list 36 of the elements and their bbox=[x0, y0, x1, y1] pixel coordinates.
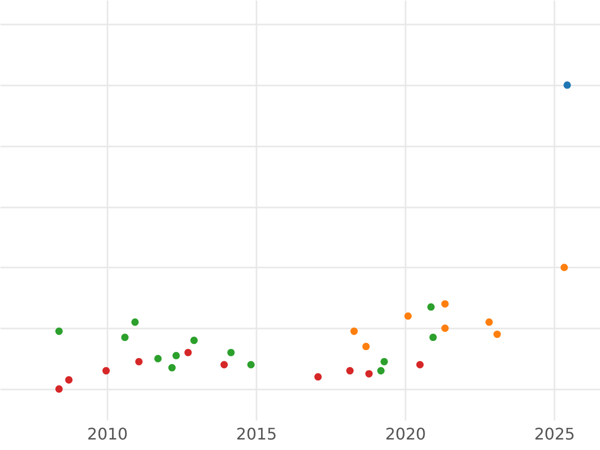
point bbox=[564, 81, 571, 89]
point bbox=[168, 364, 176, 372]
point bbox=[350, 328, 358, 335]
point bbox=[441, 300, 449, 308]
point bbox=[429, 334, 437, 342]
point bbox=[172, 352, 180, 360]
x-tick-label: 2015 bbox=[236, 424, 277, 444]
point bbox=[380, 358, 388, 366]
point bbox=[55, 328, 63, 335]
point bbox=[377, 367, 385, 374]
point bbox=[365, 370, 373, 378]
point bbox=[135, 358, 143, 366]
point bbox=[227, 348, 235, 356]
point bbox=[346, 367, 354, 374]
point bbox=[485, 318, 493, 326]
point bbox=[247, 360, 255, 368]
point bbox=[220, 360, 228, 368]
point bbox=[121, 334, 129, 342]
point bbox=[441, 324, 449, 332]
point bbox=[131, 318, 139, 326]
point bbox=[190, 336, 198, 344]
point bbox=[154, 354, 162, 362]
point bbox=[102, 367, 110, 374]
point bbox=[314, 373, 322, 381]
x-tick-label: 2020 bbox=[385, 424, 426, 444]
point bbox=[416, 360, 424, 368]
point bbox=[493, 330, 501, 338]
point bbox=[184, 348, 192, 356]
point bbox=[362, 342, 370, 350]
point bbox=[427, 303, 435, 311]
point bbox=[65, 376, 73, 384]
point bbox=[560, 264, 568, 272]
x-tick-label: 2010 bbox=[87, 424, 128, 444]
point bbox=[404, 312, 412, 320]
point bbox=[55, 385, 63, 393]
x-tick-label: 2025 bbox=[534, 424, 575, 444]
